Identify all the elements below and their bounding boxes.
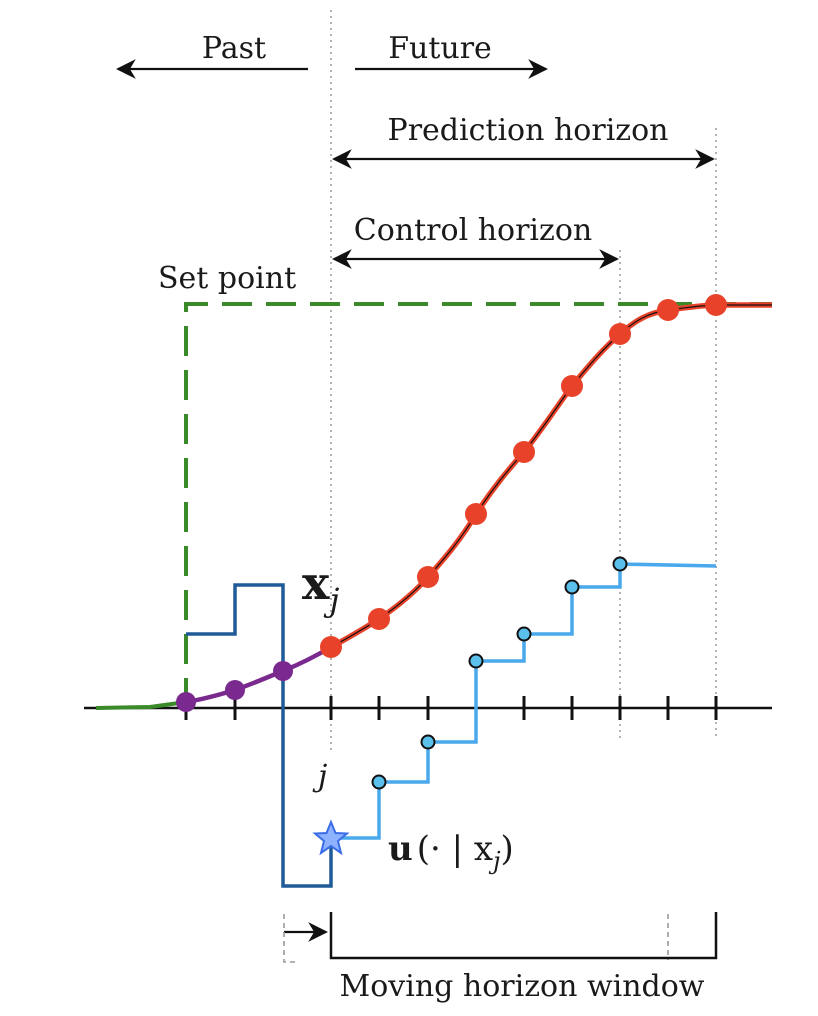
dot-marker-icon bbox=[176, 692, 196, 712]
control-horizon-label: Control horizon bbox=[354, 213, 592, 248]
predicted-state-markers bbox=[320, 294, 727, 658]
dot-marker-icon bbox=[705, 294, 727, 316]
future-input-markers bbox=[371, 556, 628, 790]
circle-marker-icon bbox=[516, 626, 532, 642]
predicted-trajectory bbox=[329, 302, 772, 650]
state-symbol: x bbox=[302, 556, 330, 610]
past-input-signal bbox=[186, 583, 333, 888]
circle-marker-icon bbox=[420, 734, 436, 750]
dot-marker-icon bbox=[320, 636, 342, 658]
reference-lines bbox=[330, 10, 717, 750]
star-icon bbox=[312, 819, 350, 856]
circle-marker-icon bbox=[612, 556, 628, 572]
moving-window-label: Moving horizon window bbox=[340, 969, 705, 1004]
future-input-signal bbox=[331, 562, 717, 840]
control-close: ) bbox=[501, 829, 514, 869]
dot-marker-icon bbox=[368, 608, 390, 630]
set-point-label: Set point bbox=[158, 261, 296, 296]
true-trajectory bbox=[330, 304, 772, 648]
past-state-trajectory bbox=[185, 645, 333, 705]
dot-marker-icon bbox=[513, 441, 535, 463]
circle-marker-icon bbox=[468, 653, 484, 669]
dot-marker-icon bbox=[657, 299, 679, 321]
past-state-markers bbox=[176, 661, 293, 712]
moving-window: Moving horizon window bbox=[283, 912, 718, 1004]
initial-state-segment bbox=[95, 700, 187, 710]
circle-marker-icon bbox=[371, 774, 387, 790]
dot-marker-icon bbox=[273, 661, 293, 681]
control-u: u bbox=[388, 829, 413, 869]
window-bracket bbox=[329, 912, 718, 960]
dot-marker-icon bbox=[465, 503, 487, 525]
setpoint-line bbox=[184, 302, 772, 708]
past-label: Past bbox=[202, 31, 266, 66]
dot-marker-icon bbox=[561, 375, 583, 397]
future-label: Future bbox=[388, 31, 492, 66]
dot-marker-icon bbox=[225, 680, 245, 700]
previous-window-bracket bbox=[283, 914, 298, 963]
tick-label-j: j bbox=[312, 759, 327, 794]
circle-marker-icon bbox=[564, 579, 580, 595]
control-args: (· | x bbox=[417, 829, 493, 869]
state-label: xj bbox=[302, 556, 339, 619]
prediction-horizon-label: Prediction horizon bbox=[388, 113, 669, 148]
dot-marker-icon bbox=[609, 323, 631, 345]
dot-marker-icon bbox=[417, 566, 439, 588]
control-policy-label: u (· | xj) bbox=[388, 829, 514, 875]
